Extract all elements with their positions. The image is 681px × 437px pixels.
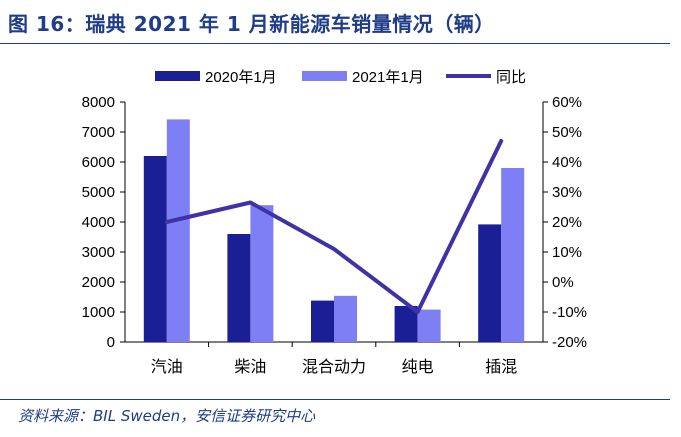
y2-tick-label: 30% — [552, 184, 582, 201]
x-tick-label: 柴油 — [234, 358, 266, 376]
legend-label: 2021年1月 — [352, 69, 424, 86]
x-tick-label: 插混 — [485, 358, 517, 376]
chart-title: 图 16：瑞典 2021 年 1 月新能源车销量情况（辆） — [8, 12, 495, 36]
bar — [166, 119, 190, 343]
y2-tick-label: 40% — [552, 154, 582, 171]
yoy-line — [164, 139, 504, 314]
axes: 0 1000 2000 3000 4000 5000 6000 7000 8000 -20% -10… — [82, 94, 587, 376]
yoy-point — [417, 311, 419, 313]
legend-label: 同比 — [496, 69, 526, 86]
y-tick-label: 3000 — [82, 244, 115, 261]
y2-tick-label: 50% — [552, 124, 582, 141]
yoy-point — [333, 248, 335, 250]
yoy-point — [249, 202, 251, 203]
y-tick-label: 6000 — [82, 154, 115, 171]
legend-label: 2020年1月 — [205, 69, 277, 86]
bar — [394, 306, 418, 342]
y2-tick-label: -20% — [552, 334, 587, 351]
legend-swatch — [155, 71, 200, 81]
bar — [227, 234, 251, 342]
y2-tick-label: -10% — [552, 304, 587, 321]
y2-tick-label: 20% — [552, 214, 582, 231]
yoy-line-group — [164, 139, 504, 314]
bar — [311, 300, 334, 342]
y-tick-label: 0 — [107, 334, 115, 351]
bar — [334, 295, 357, 342]
x-tick-label: 纯电 — [402, 358, 434, 376]
y-tick-label: 8000 — [82, 94, 115, 111]
bar — [250, 205, 274, 342]
y-tick-label: 5000 — [82, 184, 115, 201]
bar — [478, 224, 502, 342]
source-note: 资料来源：BIL Sweden，安信证券研究中心 — [18, 407, 316, 425]
y2-tick-label: 60% — [552, 94, 582, 111]
bars — [143, 119, 525, 343]
chart-area: 0 1000 2000 3000 4000 5000 6000 7000 8000 -20% -10… — [82, 69, 587, 376]
title-divider — [0, 43, 670, 44]
bar — [143, 156, 167, 342]
y-tick-label: 2000 — [82, 274, 115, 291]
y2-tick-label: 0% — [552, 274, 574, 291]
y-tick-label: 1000 — [82, 304, 115, 321]
y-tick-label: 7000 — [82, 124, 115, 141]
legend: 2020年1月 2021年1月 同比 — [155, 69, 526, 86]
y-tick-label: 4000 — [82, 214, 115, 231]
bar — [417, 309, 441, 342]
x-tick-label: 汽油 — [151, 358, 183, 376]
yoy-point — [500, 140, 502, 142]
yoy-point — [166, 221, 168, 223]
source-divider — [0, 399, 670, 400]
bar — [501, 168, 525, 342]
y2-tick-label: 10% — [552, 244, 582, 261]
x-tick-label: 混合动力 — [302, 358, 366, 376]
legend-swatch — [302, 71, 347, 81]
